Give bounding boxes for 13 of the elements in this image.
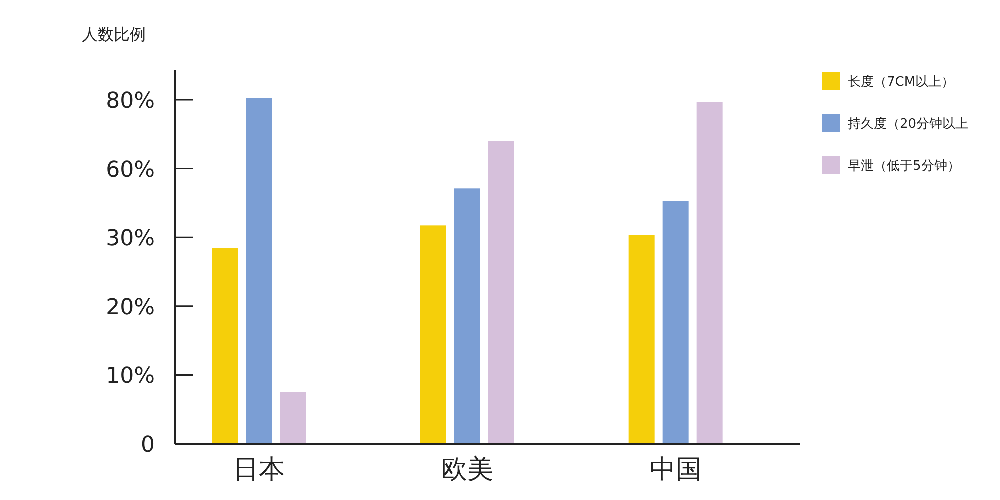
legend-label: 持久度（20分钟以上 [848, 116, 969, 132]
text: 0 [141, 433, 155, 458]
y-axis-title: 人数比例 [82, 25, 146, 44]
text: 80% [106, 89, 155, 114]
legend-label: 长度（7CM以上） [848, 74, 955, 90]
x-tick-label: 日本 [233, 455, 286, 485]
text: 20% [106, 295, 155, 320]
text: 10% [106, 364, 155, 390]
text: 60% [106, 158, 155, 183]
x-tick-label: 欧美 [442, 455, 494, 485]
text: 30% [106, 226, 155, 252]
legend-label: 早泄（低于5分钟） [848, 159, 960, 174]
x-tick-label: 中国 [650, 455, 702, 485]
